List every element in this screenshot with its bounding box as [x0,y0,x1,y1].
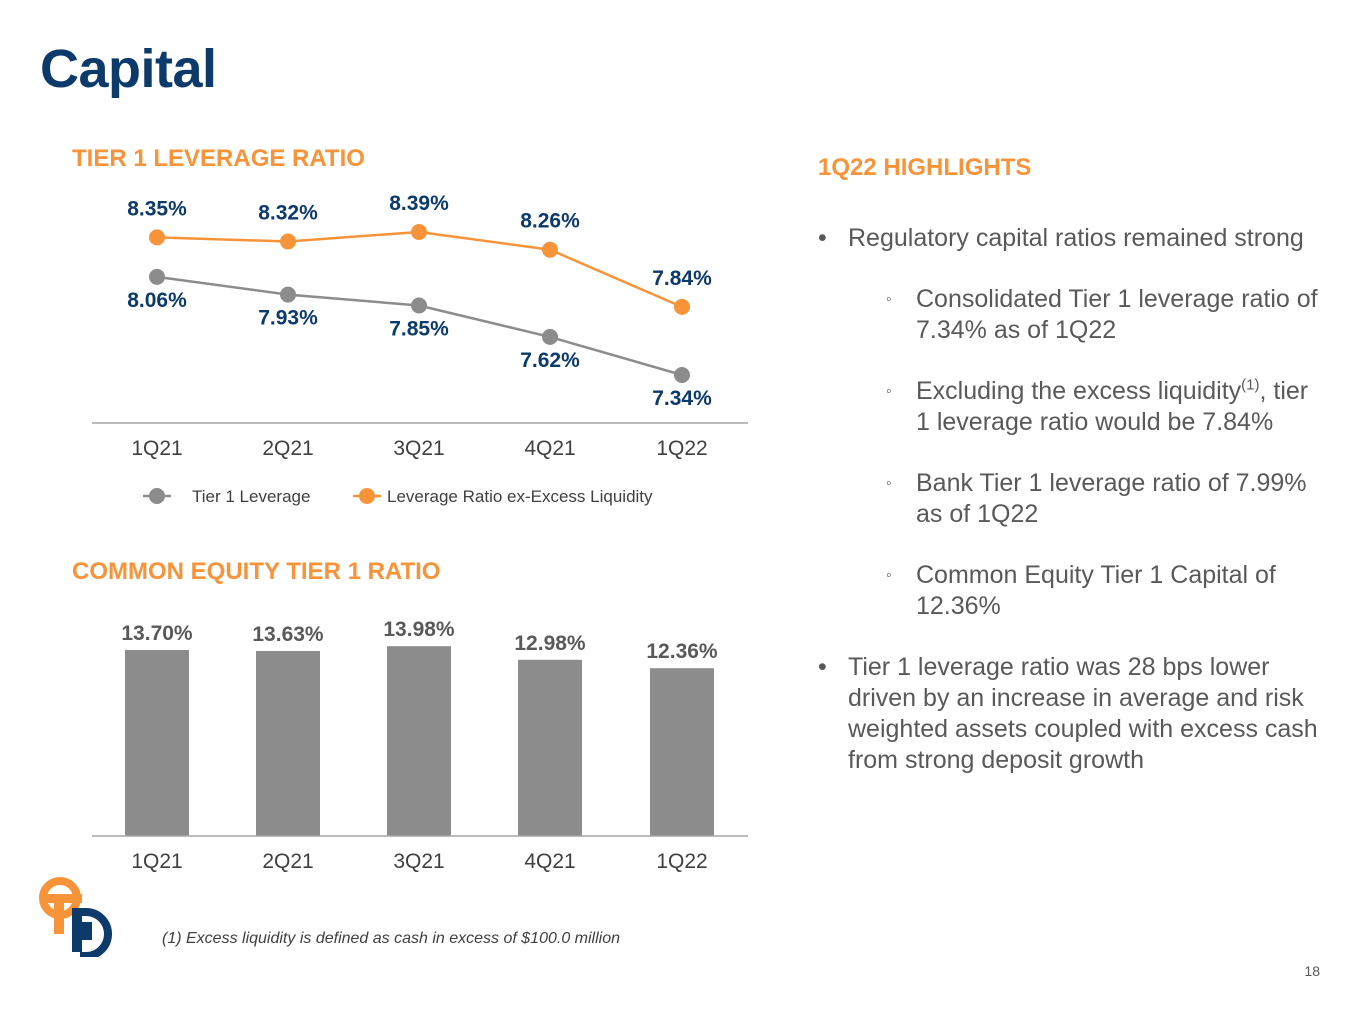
data-label: 8.06% [127,289,187,312]
highlight-sub-bullet-3: ◦ Bank Tier 1 leverage ratio of 7.99% as… [886,468,1318,530]
sub-bullet-marker: ◦ [886,383,892,400]
page-number: 18 [1304,963,1320,979]
bullet-marker: • [818,653,827,681]
highlight-text: Consolidated Tier 1 leverage ratio of 7.… [916,285,1318,344]
bullet-marker: • [818,224,827,252]
footnote-ref: (1) [1241,376,1260,394]
bar [518,659,582,836]
data-point [542,328,558,345]
bar-data-label: 12.36% [646,640,718,663]
bar-data-label: 13.63% [252,623,324,646]
data-point [674,298,690,315]
company-logo [39,877,112,957]
sub-bullet-marker: ◦ [886,291,892,308]
data-label: 7.93% [258,307,318,330]
page-title: Capital [40,39,217,99]
bar [256,651,320,836]
x-tick-label: 1Q21 [131,437,182,460]
data-point [149,229,165,246]
x-tick-label: 4Q21 [524,437,575,460]
cet1-chart-title: COMMON EQUITY TIER 1 RATIO [72,558,441,585]
x-tick-label: 1Q21 [131,850,182,873]
highlight-sub-bullet-1: ◦ Consolidated Tier 1 leverage ratio of … [886,284,1318,346]
highlight-text: Tier 1 leverage ratio was 28 bps lower d… [848,653,1318,774]
x-tick-label: 2Q21 [262,437,313,460]
data-label: 7.34% [652,387,712,410]
data-label: 8.35% [127,197,187,220]
leverage-chart-title: TIER 1 LEVERAGE RATIO [72,145,365,172]
series-line-ex-excess-liquidity [156,230,683,309]
data-label: 8.32% [258,202,318,225]
sub-bullet-marker: ◦ [886,567,892,584]
data-label: 7.84% [652,267,712,290]
highlight-text-part: Excluding the excess liquidity [916,377,1242,405]
legend-marker [149,488,165,504]
bar [125,650,189,836]
highlight-text: Common Equity Tier 1 Capital of 12.36% [916,561,1276,620]
highlight-sub-bullet-2: ◦ Excluding the excess liquidity(1), tie… [886,376,1318,438]
data-point [149,268,165,285]
highlights-title: 1Q22 HIGHLIGHTS [818,154,1032,181]
legend-label: Tier 1 Leverage [192,487,310,506]
sub-bullet-marker: ◦ [886,475,892,492]
data-point [411,224,427,240]
data-point [280,233,296,250]
highlight-bullet-2: • Tier 1 leverage ratio was 28 bps lower… [818,652,1318,776]
data-label: 7.85% [389,318,449,341]
data-point [542,241,558,258]
bar-data-label: 13.70% [121,622,193,645]
highlights-panel: 1Q22 HIGHLIGHTS • Regulatory capital rat… [818,150,1318,776]
legend-label: Leverage Ratio ex-Excess Liquidity [387,487,653,506]
legend-marker [359,488,375,504]
highlight-text-part: , tier 1 leverage ratio would be 7.84% [916,377,1309,436]
data-label: 7.62% [520,349,580,372]
x-tick-label: 2Q21 [262,850,313,873]
bar [387,646,451,836]
bar-data-label: 13.98% [383,618,455,641]
bar-data-label: 12.98% [514,632,586,655]
highlight-text: Bank Tier 1 leverage ratio of 7.99% as o… [916,469,1307,528]
x-tick-label: 1Q22 [656,850,707,873]
highlight-text: Regulatory capital ratios remained stron… [848,224,1304,252]
highlight-sub-bullet-4: ◦ Common Equity Tier 1 Capital of 12.36% [886,560,1318,622]
x-tick-label: 3Q21 [393,437,444,460]
data-point [280,286,296,303]
highlight-text: Excluding the excess liquidity(1), tier … [916,376,1318,438]
x-tick-label: 1Q22 [656,437,707,460]
data-label: 8.39% [389,192,449,215]
data-point [674,367,690,383]
cet1-bar-chart: 13.70% 13.63% 13.98% 12.98% 12.36% 1Q21 2Q21 3Q… [92,618,748,873]
footnote: (1) Excess liquidity is defined as cash … [162,930,620,947]
bar [650,668,714,836]
x-tick-label: 3Q21 [393,850,444,873]
highlight-bullet-1: • Regulatory capital ratios remained str… [818,223,1318,254]
tier1-leverage-line-chart: 8.06% 7.93% 7.85% 7.62% 7.34% 8.35% 8.32% 8.39%… [92,192,748,506]
data-label: 8.26% [520,210,580,233]
x-tick-label: 4Q21 [524,850,575,873]
data-point [411,297,427,314]
